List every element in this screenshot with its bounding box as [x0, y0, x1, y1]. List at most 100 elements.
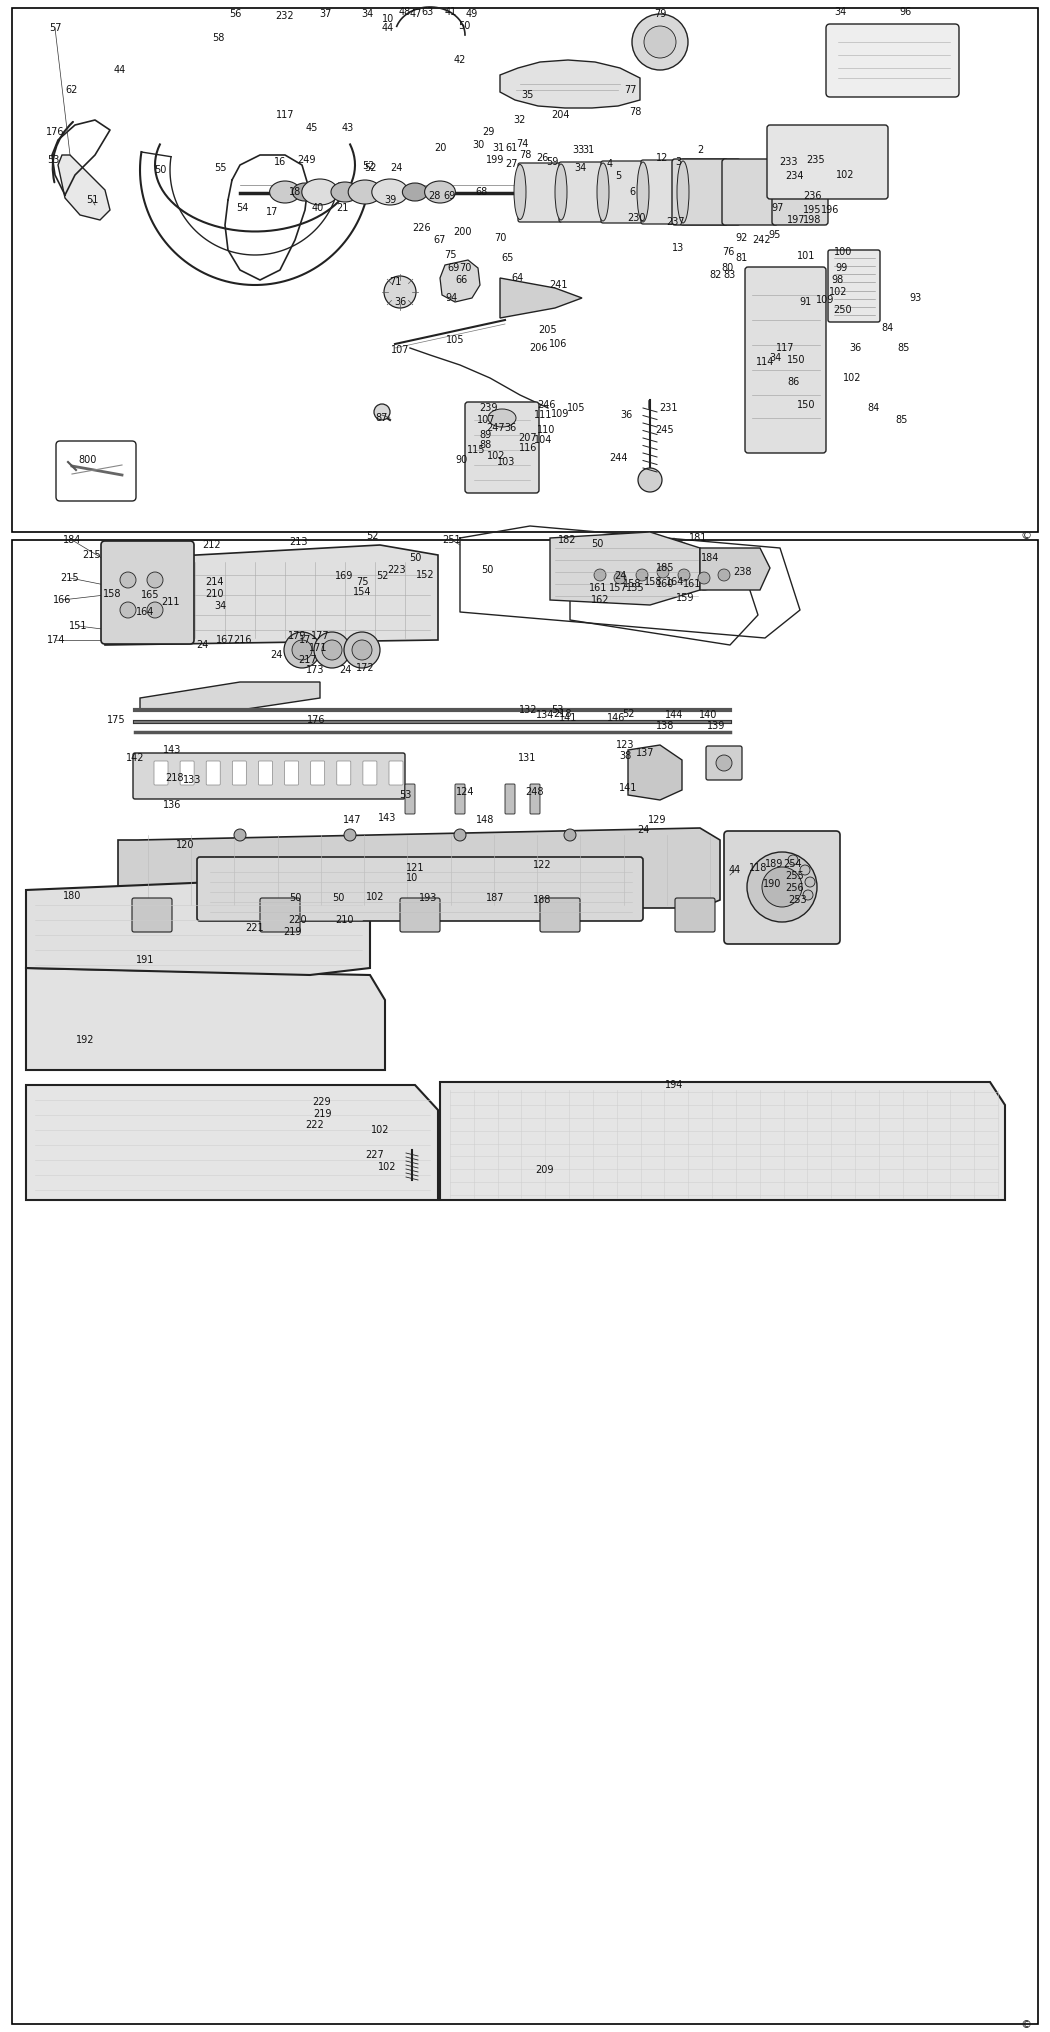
Text: 55: 55 [214, 163, 226, 173]
Text: 147: 147 [342, 815, 361, 825]
Text: 78: 78 [629, 108, 642, 118]
Text: 26: 26 [536, 152, 548, 163]
Text: 80: 80 [722, 262, 734, 272]
Text: 134: 134 [536, 709, 554, 719]
Text: 197: 197 [786, 215, 805, 226]
Text: 196: 196 [821, 205, 839, 215]
Text: 169: 169 [335, 571, 353, 581]
Text: 16: 16 [274, 156, 286, 167]
Text: 124: 124 [456, 786, 475, 797]
Text: 57: 57 [48, 22, 61, 33]
Text: 59: 59 [546, 156, 559, 167]
Text: 166: 166 [52, 595, 71, 606]
Text: 129: 129 [648, 815, 667, 825]
Text: 256: 256 [785, 884, 804, 892]
Text: 191: 191 [135, 955, 154, 965]
Text: 247: 247 [487, 423, 505, 433]
Text: 69: 69 [448, 262, 460, 272]
Circle shape [657, 567, 669, 577]
Text: 102: 102 [378, 1162, 396, 1172]
Bar [12, 8, 1038, 532]
Text: 253: 253 [789, 894, 807, 904]
Text: 109: 109 [816, 295, 834, 305]
Text: 38: 38 [618, 752, 631, 762]
Text: 195: 195 [803, 205, 821, 215]
Text: 54: 54 [236, 203, 248, 213]
Text: 198: 198 [803, 215, 821, 226]
Text: 24: 24 [339, 664, 351, 675]
Text: 211: 211 [161, 597, 180, 608]
Text: 244: 244 [609, 453, 627, 463]
Polygon shape [440, 1081, 1005, 1201]
Text: 250: 250 [834, 305, 853, 315]
Text: 192: 192 [76, 1034, 94, 1044]
FancyBboxPatch shape [518, 163, 562, 221]
Text: 96: 96 [899, 6, 911, 16]
Text: 238: 238 [733, 567, 751, 577]
Circle shape [632, 14, 688, 69]
Circle shape [644, 26, 676, 59]
Text: 174: 174 [47, 634, 65, 644]
Text: 32: 32 [513, 116, 526, 126]
Text: 131: 131 [518, 754, 537, 762]
Text: 230: 230 [627, 213, 646, 224]
Text: 44: 44 [382, 22, 394, 33]
Text: 215: 215 [61, 573, 80, 583]
FancyBboxPatch shape [56, 441, 136, 502]
Text: 107: 107 [477, 415, 496, 425]
Text: 173: 173 [306, 664, 324, 675]
Text: 151: 151 [68, 622, 87, 632]
FancyBboxPatch shape [181, 762, 194, 784]
Text: 141: 141 [559, 713, 578, 723]
Text: 137: 137 [635, 748, 654, 758]
Text: 132: 132 [519, 705, 538, 715]
Text: 161: 161 [682, 579, 701, 589]
Text: 227: 227 [365, 1150, 384, 1160]
Text: 217: 217 [298, 654, 317, 664]
Ellipse shape [270, 181, 300, 203]
FancyBboxPatch shape [206, 762, 220, 784]
Text: 205: 205 [539, 325, 558, 335]
Polygon shape [26, 967, 385, 1071]
Text: 12: 12 [656, 152, 668, 163]
Text: 176: 176 [46, 126, 64, 136]
Text: 75: 75 [444, 250, 457, 260]
Text: 29: 29 [482, 126, 495, 136]
Text: 136: 136 [163, 801, 182, 811]
Text: 85: 85 [898, 343, 910, 354]
Text: 216: 216 [233, 634, 251, 644]
Text: 28: 28 [427, 191, 440, 201]
Text: 210: 210 [336, 914, 354, 925]
Text: 245: 245 [655, 425, 674, 435]
Text: 97: 97 [772, 203, 784, 213]
Text: 71: 71 [388, 276, 401, 287]
Text: 53: 53 [551, 705, 563, 715]
Text: 218: 218 [552, 709, 571, 719]
Ellipse shape [402, 183, 427, 201]
Circle shape [234, 829, 246, 841]
Text: ©: © [1021, 2020, 1032, 2030]
Circle shape [788, 855, 798, 866]
Text: 90: 90 [456, 455, 468, 465]
Circle shape [314, 632, 350, 669]
Text: 105: 105 [567, 402, 585, 412]
Polygon shape [26, 878, 370, 975]
Text: 172: 172 [356, 662, 374, 673]
Text: 52: 52 [362, 161, 374, 171]
Polygon shape [105, 545, 438, 644]
Polygon shape [26, 1085, 438, 1201]
Text: 30: 30 [471, 140, 484, 150]
Circle shape [120, 571, 136, 587]
Text: 70: 70 [459, 262, 471, 272]
Circle shape [120, 601, 136, 618]
Polygon shape [700, 549, 770, 589]
Text: 118: 118 [749, 864, 768, 874]
Text: 49: 49 [466, 8, 478, 18]
Text: 165: 165 [141, 589, 160, 599]
Circle shape [636, 569, 648, 581]
Text: 5: 5 [615, 171, 622, 181]
Text: 77: 77 [624, 85, 636, 96]
Text: 41: 41 [445, 6, 457, 16]
FancyBboxPatch shape [337, 762, 351, 784]
Text: 213: 213 [289, 536, 308, 547]
